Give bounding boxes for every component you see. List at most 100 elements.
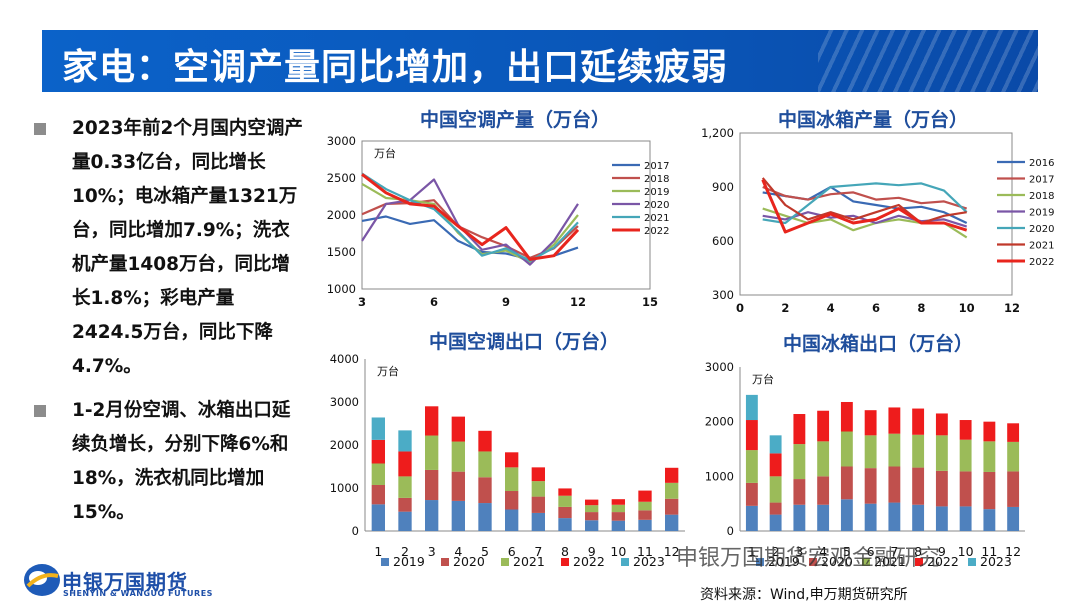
bar-segment-2023 xyxy=(769,435,782,454)
y-tick-label: 2000 xyxy=(330,438,359,452)
legend-label: 2022 xyxy=(573,554,605,569)
unit-label: 万台 xyxy=(377,364,399,378)
source-note: 资料来源：Wind,申万期货研究所 xyxy=(700,587,908,603)
x-tick-label: 10 xyxy=(610,544,626,559)
x-tick-label: 12 xyxy=(570,295,586,309)
bullet-list: 2023年前2个月国内空调产量0.33亿台，同比增长10%；电冰箱产量1321万… xyxy=(34,112,304,540)
plot-frame xyxy=(361,140,651,290)
legend-label: 2020 xyxy=(644,200,669,211)
x-tick-label: 15 xyxy=(642,295,658,309)
bar-segment-2022 xyxy=(398,451,412,477)
bar-segment-2020 xyxy=(840,466,853,500)
bar-segment-2021 xyxy=(1007,441,1020,472)
bar-segment-2019 xyxy=(665,514,679,531)
y-tick-label: 4000 xyxy=(330,352,359,366)
bar-segment-2019 xyxy=(638,519,652,531)
bar-segment-2021 xyxy=(505,467,519,492)
bar-segment-2019 xyxy=(959,506,972,531)
x-tick-label: 8 xyxy=(561,544,569,559)
x-tick-label: 5 xyxy=(843,544,851,559)
legend-label: 2021 xyxy=(874,554,906,569)
bar-segment-2020 xyxy=(864,468,877,504)
bullet-text: 2023年前2个月国内空调产量0.33亿台，同比增长10%；电冰箱产量1321万… xyxy=(72,118,303,377)
x-tick-label: 4 xyxy=(454,544,462,559)
bar-segment-2022 xyxy=(665,467,679,483)
legend-label: 2018 xyxy=(644,174,669,185)
x-tick-label: 6 xyxy=(508,544,516,559)
x-tick-label: 7 xyxy=(890,544,898,559)
bar-segment-2021 xyxy=(451,441,465,472)
bar-segment-2019 xyxy=(371,504,385,531)
x-tick-label: 8 xyxy=(914,544,922,559)
bar-segment-2021 xyxy=(769,476,782,503)
bar-segment-2019 xyxy=(451,500,465,531)
bar-segment-2023 xyxy=(745,394,758,421)
title-banner: 家电：空调产量同比增加，出口延续疲弱 xyxy=(42,30,1038,92)
x-tick-label: 12 xyxy=(664,544,680,559)
x-tick-label: 9 xyxy=(938,544,946,559)
bar-segment-2022 xyxy=(638,490,652,502)
x-tick-label: 4 xyxy=(827,301,835,315)
series-line-2022 xyxy=(361,173,580,261)
bar-segment-2019 xyxy=(864,503,877,531)
legend-label: 2023 xyxy=(633,554,665,569)
y-tick-label: 1,200 xyxy=(701,126,734,140)
legend-swatch xyxy=(862,558,870,566)
bullet-text: 1-2月份空调、冰箱出口延续负增长，分别下降6%和18%，洗衣机同比增加15%。 xyxy=(72,400,291,523)
bar-segment-2022 xyxy=(611,499,625,505)
bar-segment-2020 xyxy=(558,506,572,519)
bar-segment-2021 xyxy=(531,481,545,497)
bar-segment-2019 xyxy=(611,520,625,531)
bar-segment-2022 xyxy=(1007,423,1020,442)
bar-segment-2019 xyxy=(558,518,572,531)
y-tick-label: 1500 xyxy=(327,245,356,259)
x-tick-label: 11 xyxy=(981,544,997,559)
bar-segment-2019 xyxy=(478,503,492,531)
bar-segment-2022 xyxy=(478,430,492,452)
x-tick-label: 5 xyxy=(481,544,489,559)
bar-segment-2019 xyxy=(888,502,901,531)
bar-segment-2021 xyxy=(935,435,948,471)
bar-segment-2019 xyxy=(935,506,948,531)
bar-segment-2019 xyxy=(817,504,830,531)
bar-segment-2020 xyxy=(611,512,625,521)
banner-stripes xyxy=(818,30,1038,92)
bullet-square-icon xyxy=(34,123,46,135)
legend-swatch xyxy=(561,558,569,566)
bar-segment-2021 xyxy=(817,441,830,477)
bar-segment-2020 xyxy=(585,512,599,521)
bar-segment-2022 xyxy=(935,413,948,436)
bar-segment-2021 xyxy=(558,495,572,507)
bar-segment-2022 xyxy=(531,467,545,482)
bar-segment-2020 xyxy=(983,471,996,510)
bar-segment-2021 xyxy=(478,451,492,478)
y-tick-label: 3000 xyxy=(327,134,356,148)
bar-segment-2019 xyxy=(769,514,782,531)
bar-segment-2021 xyxy=(793,444,806,480)
x-tick-label: 11 xyxy=(637,544,653,559)
bar-segment-2022 xyxy=(425,406,439,436)
fridge-production-chart: 中国冰箱产量（万台） 300 600 900 1,200 0 2 4 6 8 10 12 2016 201… xyxy=(701,108,1054,315)
bar-segment-2020 xyxy=(398,497,412,512)
bar-segment-2020 xyxy=(1007,471,1020,507)
bar-segment-2022 xyxy=(864,410,877,436)
y-tick-label: 2500 xyxy=(327,171,356,185)
x-tick-label: 2 xyxy=(401,544,409,559)
logo-subtitle: SHENYIN & WANGUO FUTURES xyxy=(63,589,213,598)
legend-label: 2019 xyxy=(1029,208,1054,219)
bar-segment-2022 xyxy=(888,407,901,434)
bar-segment-2023 xyxy=(398,430,412,452)
y-tick-label: 600 xyxy=(712,234,734,248)
bar-segment-2020 xyxy=(505,491,519,510)
x-tick-label: 10 xyxy=(959,301,975,315)
chart-title: 中国空调出口（万台） xyxy=(429,330,619,353)
legend-swatch xyxy=(621,558,629,566)
x-tick-label: 9 xyxy=(588,544,596,559)
bullet-square-icon xyxy=(34,405,46,417)
x-tick-label: 12 xyxy=(1004,301,1020,315)
bar-segment-2020 xyxy=(478,477,492,504)
x-tick-label: 2 xyxy=(781,301,789,315)
bar-segment-2020 xyxy=(665,498,679,515)
bar-segment-2020 xyxy=(425,469,439,501)
bar-segment-2021 xyxy=(371,463,385,485)
